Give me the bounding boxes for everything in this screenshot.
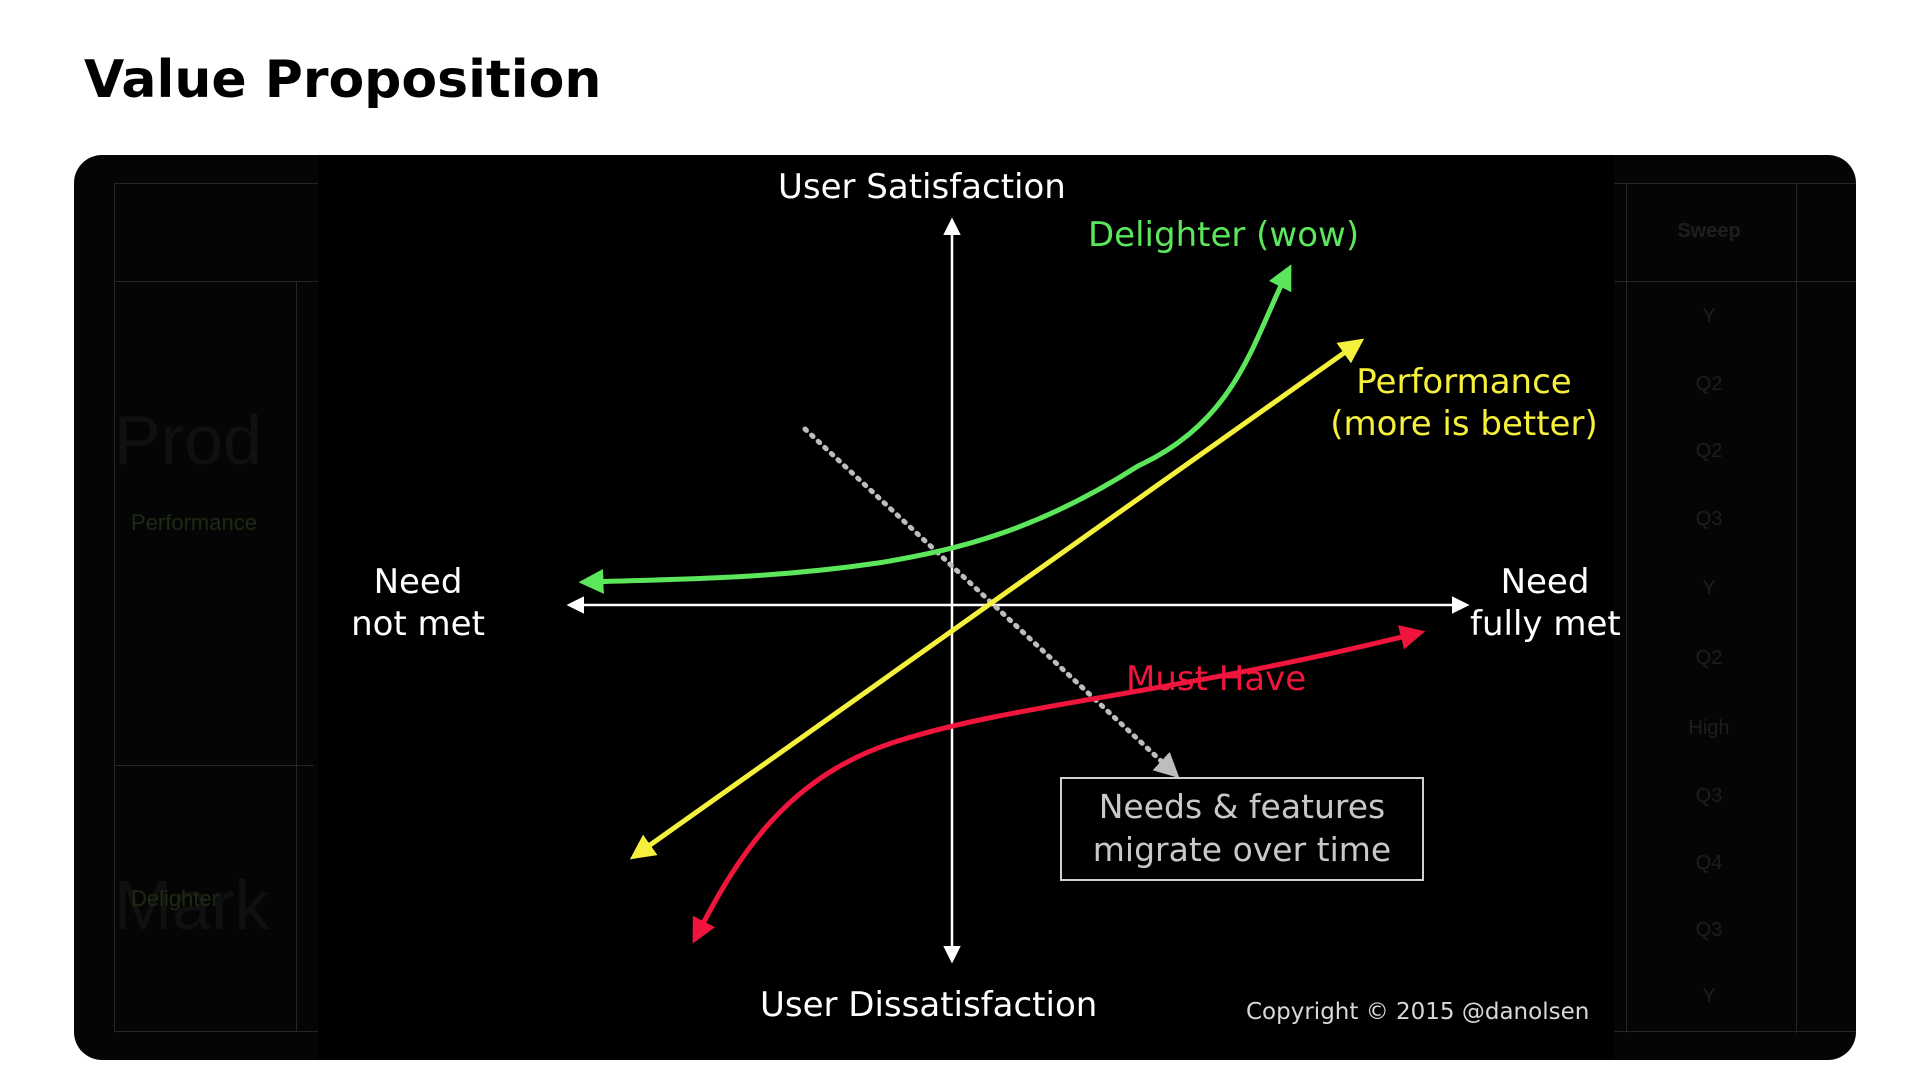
migration-note-line1: Needs & features [1098,787,1386,826]
table-cell: Q3 [1695,919,1723,941]
table-cell: Y [1702,577,1716,599]
diagram-panel: Prod Mark Performance Delighter Sweep Y … [74,155,1856,1060]
kano-diagram: User Satisfaction User Dissatisfaction N… [318,155,1621,1060]
x-axis-left-line1: Need [373,562,463,602]
watermark-word-product: Prod [114,401,262,479]
table-cell: Y [1702,305,1716,327]
table-cell: Q2 [1695,373,1723,395]
performance-label-subtitle: (more is better) [1330,404,1598,444]
table-cell: Q3 [1695,785,1723,807]
table-cell: Q3 [1695,508,1723,530]
table-cell: Q2 [1695,440,1723,462]
kano-diagram-svg [566,217,1470,964]
performance-label: Performance (more is better) [1326,361,1602,445]
x-axis-right-line1: Need [1500,562,1590,602]
row-label-performance: Performance [131,510,257,535]
table-cell: Q4 [1695,852,1723,874]
delighter-label: Delighter (wow) [1088,215,1360,255]
table-cell: Y [1702,985,1716,1007]
x-axis-left-label: Need not met [348,561,488,645]
migration-note-box [1060,777,1424,881]
must-have-label: Must Have [1126,659,1307,699]
background-table: Prod Mark Performance Delighter Sweep Y … [74,155,1856,1060]
y-axis-bottom-label: User Dissatisfaction [760,985,1098,1025]
x-axis-right-label: Need fully met [1470,561,1621,645]
table-cell: High [1688,717,1730,739]
must-have-curve [692,625,1426,944]
table-cell: Q2 [1695,647,1723,669]
page-title: Value Proposition [84,50,602,110]
migration-note-line2: migrate over time [1092,830,1392,869]
watermark-word-market: Mark [114,866,270,944]
x-axis-right-line2: fully met [1470,604,1621,644]
delighter-curve [578,264,1292,594]
row-label-delighter: Delighter [131,886,220,911]
copyright-text: Copyright © 2015 @danolsen [1246,999,1590,1025]
x-axis-left-line2: not met [351,604,485,644]
performance-label-name: Performance [1356,362,1572,402]
y-axis-top-label: User Satisfaction [778,167,1066,207]
right-column-header: Sweep [1677,220,1741,242]
migration-note: Needs & features migrate over time [1061,785,1423,871]
